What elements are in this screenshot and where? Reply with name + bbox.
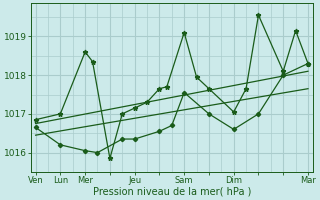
X-axis label: Pression niveau de la mer( hPa ): Pression niveau de la mer( hPa ): [92, 187, 251, 197]
